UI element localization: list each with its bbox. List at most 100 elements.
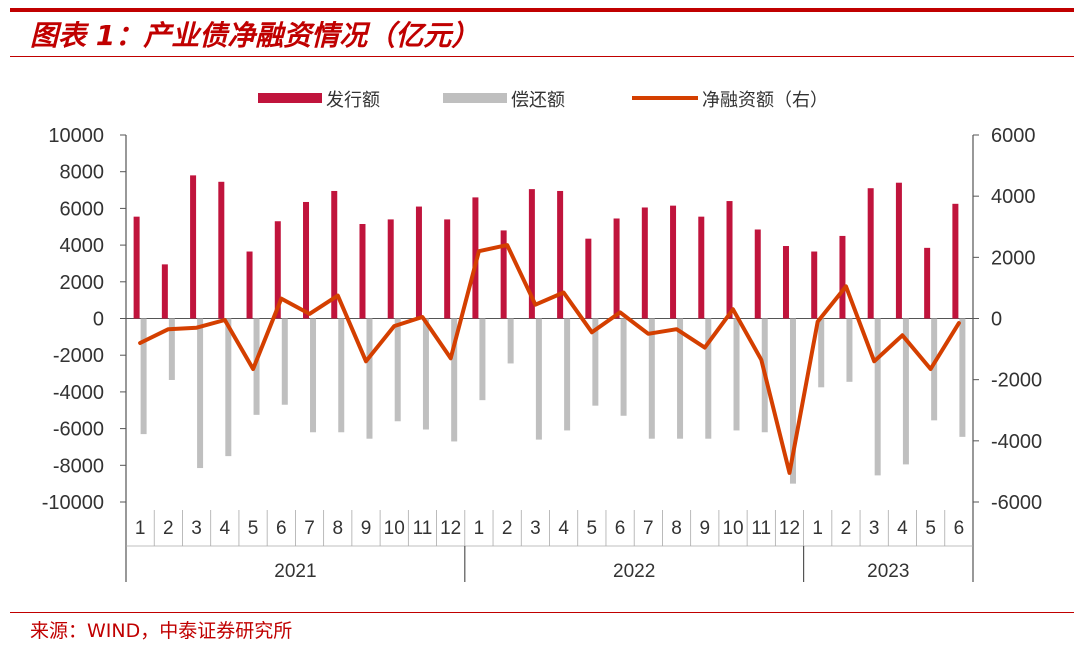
repayment-bar: [281, 318, 288, 405]
x-month-label: 2: [163, 518, 174, 539]
repayment-bar: [253, 318, 260, 415]
repayment-bar: [225, 318, 232, 457]
repayment-bar: [451, 318, 458, 442]
issuance-bar: [726, 201, 733, 319]
repayment-bar: [592, 318, 599, 406]
x-month-label: 11: [413, 518, 433, 539]
issuance-bar: [359, 223, 366, 319]
x-month-label: 7: [643, 518, 654, 539]
title-rule: [10, 56, 1074, 57]
repayment-bar: [931, 318, 938, 421]
issuance-bar: [698, 216, 705, 319]
x-month-label: 10: [722, 518, 743, 539]
x-month-label: 4: [220, 518, 231, 539]
issuance-bar: [331, 190, 338, 319]
left-tick-label: -4000: [53, 382, 104, 404]
x-month-label: 11: [751, 518, 771, 539]
repayment-bar: [366, 318, 373, 439]
x-month-label: 9: [361, 518, 372, 539]
legend-swatch: [258, 93, 322, 103]
issuance-bar: [782, 246, 789, 319]
left-tick-label: 4000: [60, 235, 105, 257]
repayment-bar: [507, 318, 514, 364]
net-financing-line: [138, 243, 961, 475]
issuance-bar: [387, 219, 394, 319]
x-month-label: 12: [779, 518, 800, 539]
x-month-label: 3: [191, 518, 202, 539]
right-tick-label: 4000: [991, 186, 1036, 208]
left-tick-label: -10000: [42, 492, 104, 514]
repayment-bar: [140, 318, 147, 435]
right-tick-label: -6000: [991, 492, 1042, 514]
x-month-label: 2: [841, 518, 852, 539]
issuance-bar: [811, 251, 818, 319]
repayment-bar: [168, 318, 175, 380]
x-month-label: 7: [304, 518, 315, 539]
x-month-label: 6: [615, 518, 626, 539]
x-month-label: 3: [869, 518, 880, 539]
issuance-bar: [670, 205, 677, 319]
x-month-label: 1: [812, 518, 823, 539]
x-year-label: 2023: [867, 561, 909, 582]
x-month-label: 8: [671, 518, 682, 539]
issuance-bar: [415, 206, 422, 319]
issuance-bar: [161, 264, 168, 319]
bottom-rule: [10, 612, 1074, 613]
legend-swatch: [443, 93, 507, 103]
left-tick-label: 8000: [60, 162, 105, 184]
left-tick-label: -2000: [53, 345, 104, 367]
issuance-bar: [585, 238, 592, 319]
repayment-bar: [959, 318, 966, 437]
x-month-label: 6: [276, 518, 287, 539]
left-tick-label: 2000: [60, 272, 105, 294]
repayment-bar: [705, 318, 712, 439]
issuance-bar: [500, 230, 507, 319]
repayment-bar: [422, 318, 429, 430]
right-tick-label: 6000: [991, 125, 1036, 147]
issuance-bar: [444, 219, 451, 319]
left-tick-label: 10000: [48, 125, 104, 147]
x-month-label: 4: [558, 518, 569, 539]
figure-title: 图表 1：产业债净融资情况（亿元）: [30, 19, 480, 52]
repayment-bar: [620, 318, 627, 416]
issuance-bar: [557, 190, 564, 319]
issuance-bar: [895, 182, 902, 319]
x-month-label: 2: [502, 518, 513, 539]
issuance-bar: [303, 201, 310, 319]
repayment-bar: [874, 318, 881, 476]
x-month-label: 8: [332, 518, 343, 539]
x-month-label: 4: [897, 518, 908, 539]
repayment-bar: [789, 318, 796, 484]
issuance-bar: [528, 189, 535, 319]
repayment-bar: [479, 318, 486, 401]
chart-svg: 10000 8000 6000 4000 2000 0 -2000 -4000 -6000 -80…: [42, 90, 1042, 582]
issuance-bar: [641, 207, 648, 319]
x-month-label: 3: [530, 518, 541, 539]
issuance-bar: [274, 221, 281, 319]
repayment-bar: [818, 318, 825, 388]
issuance-bar: [952, 203, 959, 319]
left-tick-label: 6000: [60, 198, 105, 220]
legend-label: 偿还额: [511, 90, 565, 111]
repayment-bar: [677, 318, 684, 439]
top-rule: [10, 8, 1074, 12]
repayment-bar: [197, 318, 204, 469]
issuance-bar: [133, 216, 140, 319]
left-tick-label: -6000: [53, 419, 104, 441]
issuance-bar: [839, 235, 846, 319]
repayment-bar: [648, 318, 655, 439]
issuance-bar: [924, 247, 931, 319]
x-month-label: 5: [587, 518, 598, 539]
left-tick-label: 0: [93, 309, 104, 331]
right-tick-label: -4000: [991, 431, 1042, 453]
source-note: 来源：WIND，中泰证券研究所: [30, 620, 293, 642]
x-month-label: 1: [474, 518, 485, 539]
repayment-bar: [564, 318, 571, 431]
issuance-bar: [190, 175, 197, 319]
issuance-bar: [867, 188, 874, 319]
left-tick-label: -8000: [53, 455, 104, 477]
right-tick-label: 2000: [991, 247, 1036, 269]
repayment-bar: [733, 318, 740, 431]
x-month-label: 10: [384, 518, 405, 539]
x-month-label: 12: [440, 518, 461, 539]
